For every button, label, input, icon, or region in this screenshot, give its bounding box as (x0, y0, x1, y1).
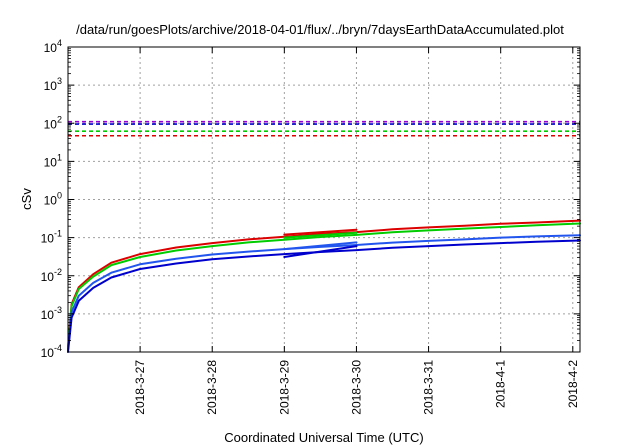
series-line (283, 228, 358, 236)
y-axis-title: cSv (19, 188, 34, 210)
series-line (283, 241, 358, 251)
y-tick-label: 100 (44, 191, 62, 208)
series-line (283, 245, 358, 258)
series-line (283, 231, 358, 239)
axis-layer: 10-4 10-3 10-2 10-1 100 101 102 103 104 2018-3-27… (41, 38, 581, 415)
threshold-layer (68, 120, 580, 137)
x-tick-label: 2018-3-28 (205, 360, 219, 415)
x-tick-label: 2018-4-2 (566, 360, 580, 408)
chart-title: /data/run/goesPlots/archive/2018-04-01/f… (76, 22, 564, 37)
y-tick-label: 103 (44, 76, 62, 93)
y-tick-label: 104 (44, 38, 62, 55)
series-line (67, 234, 581, 352)
series-layer (67, 219, 581, 353)
series-line (67, 222, 581, 350)
y-tick-label: 10-3 (41, 305, 62, 322)
x-tick-label: 2018-3-31 (422, 360, 436, 415)
y-tick-label: 10-2 (41, 267, 62, 284)
y-tick-label: 102 (44, 114, 62, 131)
x-tick-label: 2018-4-1 (494, 360, 508, 408)
series-line (67, 219, 581, 349)
x-tick-label: 2018-3-29 (277, 360, 291, 415)
series-line (67, 239, 581, 353)
x-tick-label: 2018-3-27 (133, 360, 147, 415)
y-tick-label: 10-4 (41, 343, 62, 360)
grid-layer (68, 47, 580, 352)
x-axis-title: Coordinated Universal Time (UTC) (224, 430, 423, 445)
x-tick-label: 2018-3-30 (349, 360, 363, 415)
y-tick-label: 101 (44, 152, 62, 169)
y-tick-label: 10-1 (41, 229, 62, 246)
